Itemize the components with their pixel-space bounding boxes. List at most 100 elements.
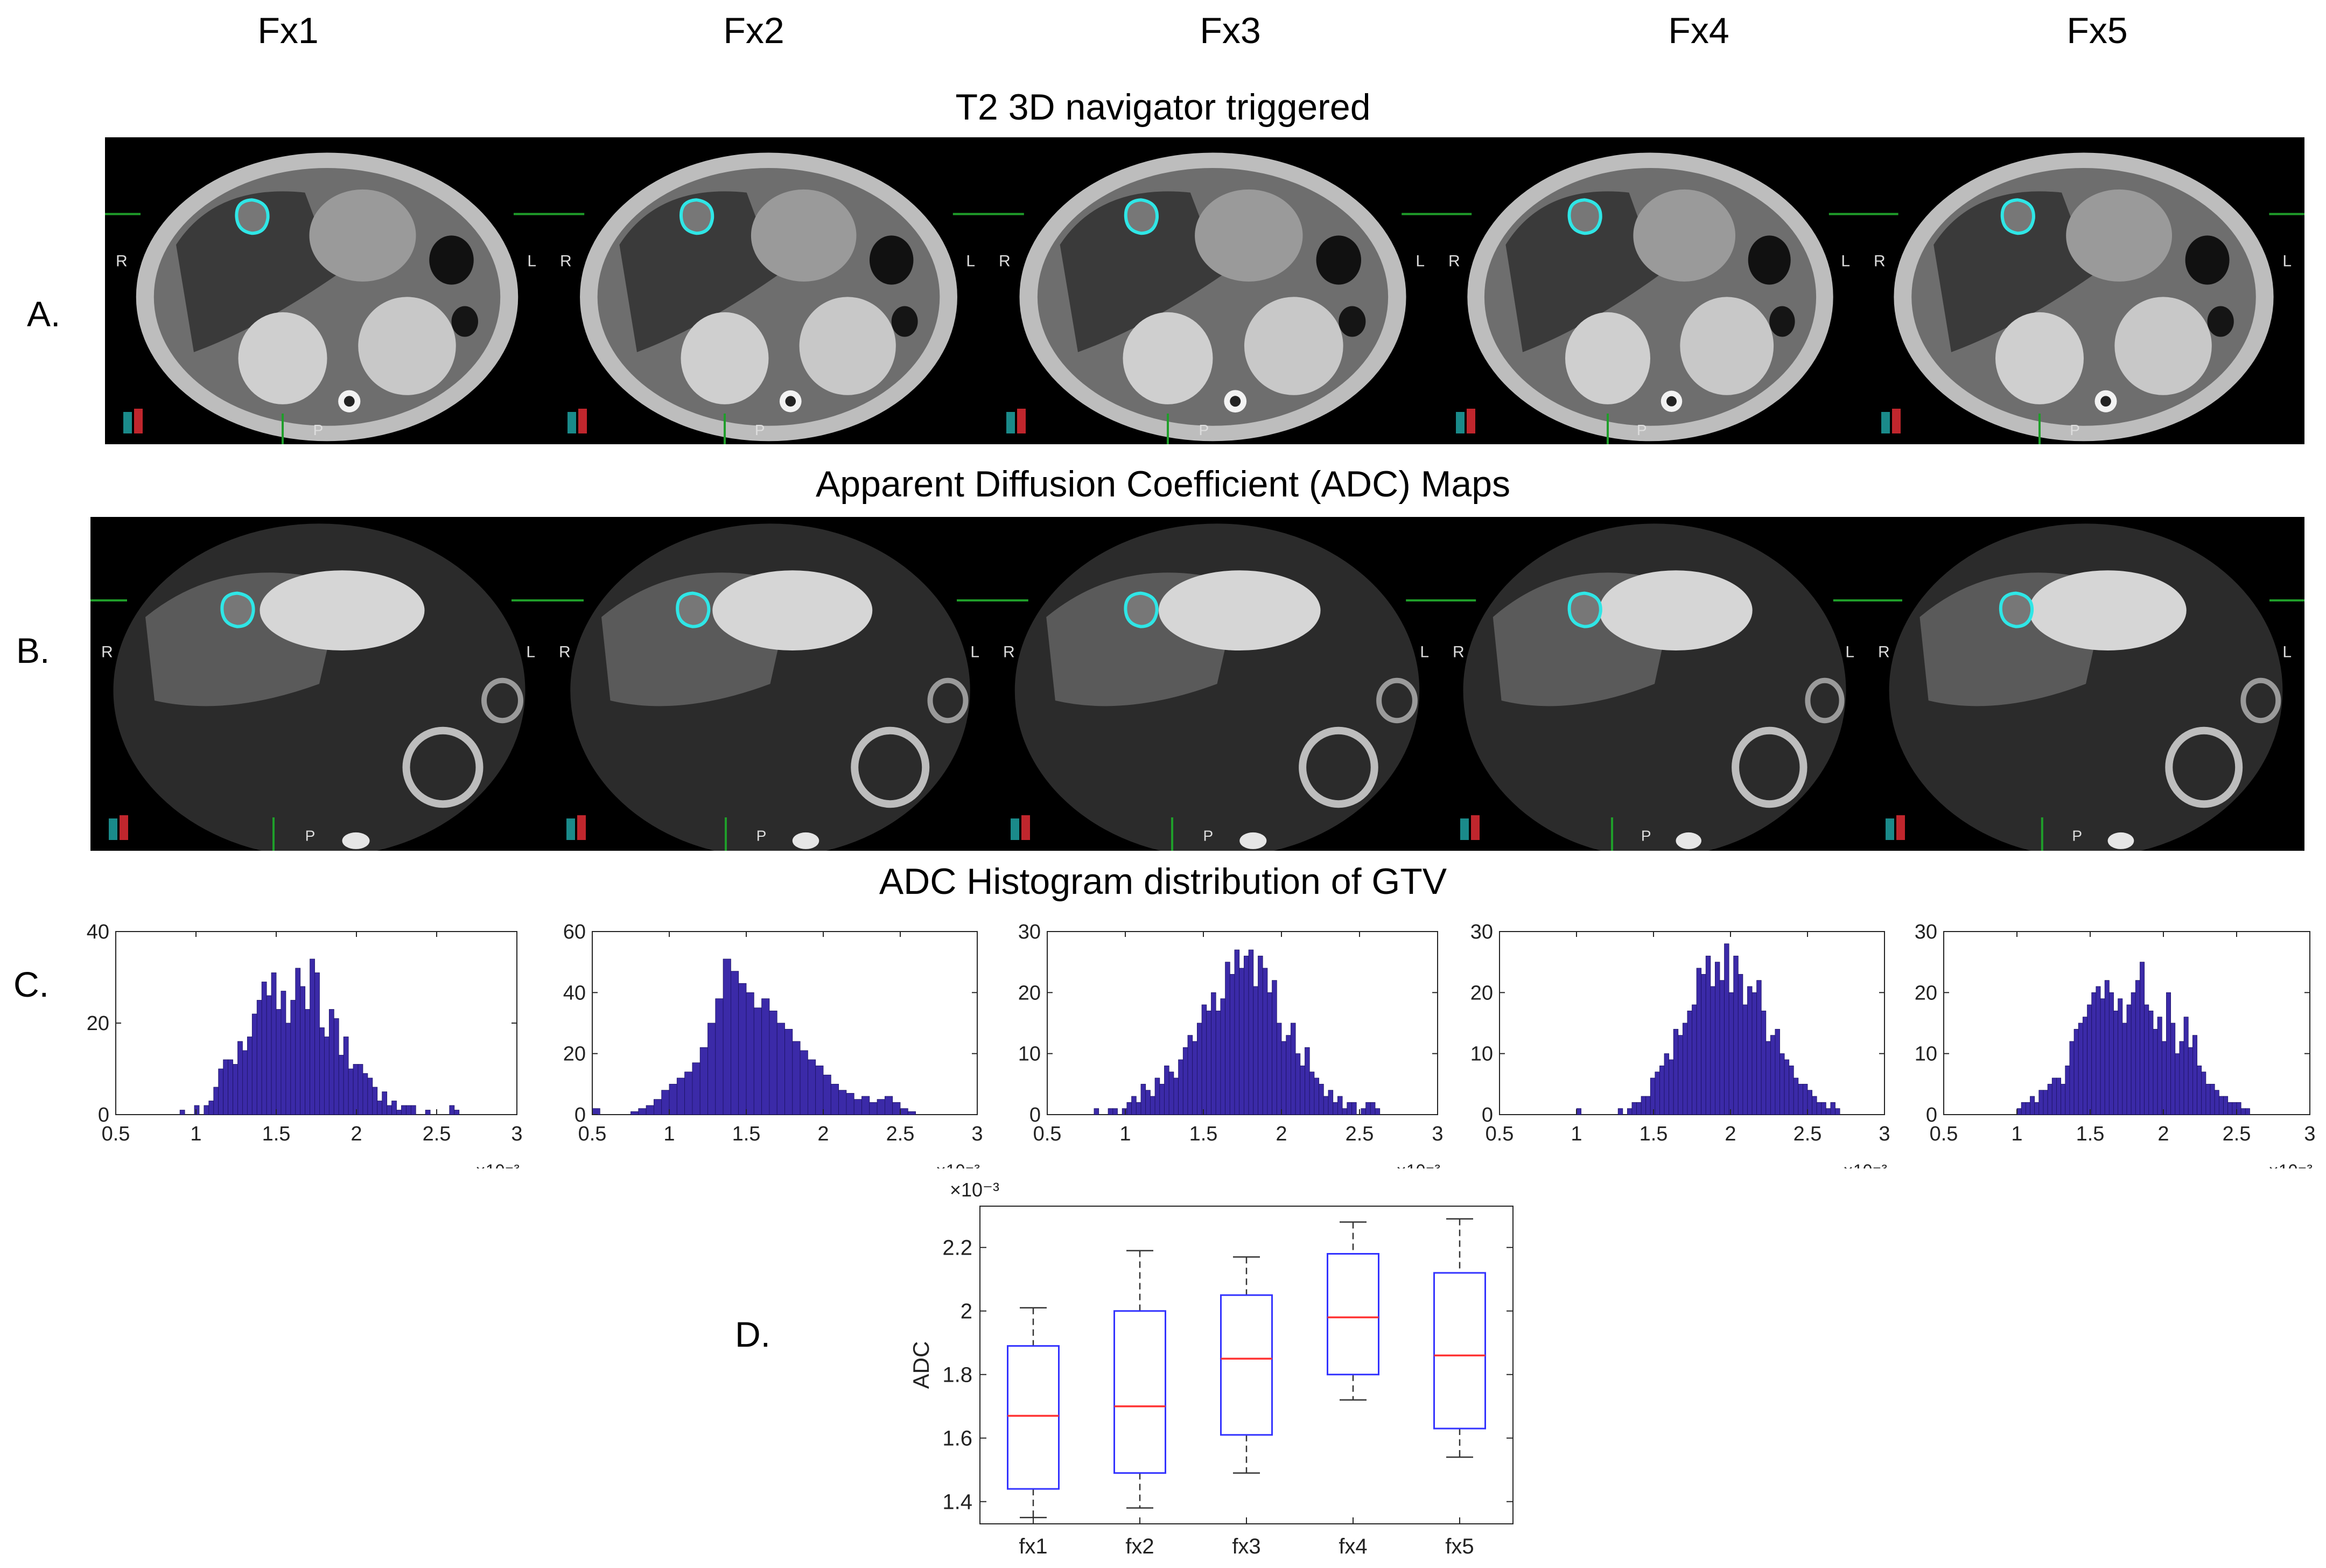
histogram-bar xyxy=(646,1105,654,1115)
histogram-bar xyxy=(1281,1041,1287,1115)
orientation-figure-icon xyxy=(1456,409,1475,433)
histogram-bar xyxy=(1807,1090,1812,1115)
y-tick-label: 30 xyxy=(1470,921,1493,943)
histogram-bar xyxy=(2065,1065,2070,1115)
histogram-bar xyxy=(1784,1059,1790,1115)
orientation-posterior-label: P xyxy=(1641,827,1651,844)
t2-image-fx4: R L P xyxy=(1438,137,1863,444)
histogram-bar xyxy=(362,1073,368,1115)
histogram-bar xyxy=(1631,1102,1637,1115)
y-axis-label: ADC xyxy=(908,1341,934,1389)
histogram-bar xyxy=(707,1023,716,1115)
histogram-bar xyxy=(2192,1035,2197,1115)
histogram-bar xyxy=(285,1023,291,1115)
histogram-bar xyxy=(2061,1083,2066,1115)
histogram-bar xyxy=(892,1102,901,1115)
histogram-bar xyxy=(1816,1102,1822,1115)
histogram-bar xyxy=(2038,1090,2044,1115)
x-tick-label: 1 xyxy=(2011,1123,2022,1145)
x-tick-label: 1.5 xyxy=(2076,1123,2105,1145)
histogram-bar xyxy=(761,998,770,1115)
histogram-bar xyxy=(1361,1108,1367,1115)
histogram-bar xyxy=(2051,1077,2057,1115)
histogram-bar xyxy=(358,1064,363,1115)
y-tick-label: 20 xyxy=(1470,982,1493,1004)
histogram-bar xyxy=(2122,1023,2127,1115)
histogram-bar xyxy=(2030,1096,2035,1115)
histogram-bar xyxy=(1108,1108,1113,1115)
orientation-left-label: L xyxy=(1845,643,1854,661)
histogram-bar xyxy=(1705,955,1711,1115)
histogram-bar xyxy=(2170,1023,2176,1115)
histogram-bar xyxy=(853,1099,862,1115)
histogram-bar xyxy=(776,1023,785,1115)
y-tick-label: 20 xyxy=(563,1043,586,1066)
y-tick-label: 1.6 xyxy=(942,1427,972,1451)
histogram-bar xyxy=(1131,1096,1137,1115)
x-tick-label: 3 xyxy=(971,1123,983,1145)
x-exponent-label: ×10⁻³ xyxy=(475,1161,520,1168)
histogram-bar xyxy=(1300,1065,1305,1115)
histogram-bar xyxy=(592,1108,600,1115)
histogram-bar xyxy=(2201,1072,2206,1115)
x-tick-label: fx1 xyxy=(1019,1535,1047,1558)
orientation-left-label: L xyxy=(2282,252,2292,270)
orientation-posterior-label: P xyxy=(2070,422,2080,438)
histogram-bar xyxy=(1765,1041,1771,1115)
histogram-bar xyxy=(1243,955,1249,1115)
x-tick-label: 2.5 xyxy=(423,1123,451,1145)
orientation-right-label: R xyxy=(1003,643,1015,661)
x-tick-label: 2 xyxy=(2157,1123,2169,1145)
t2-image-fx5: R L P xyxy=(1863,137,2304,444)
histogram-bar xyxy=(228,1059,233,1115)
y-tick-label: 40 xyxy=(87,921,109,943)
histogram-bar xyxy=(1342,1108,1348,1115)
y-tick-label: 10 xyxy=(1915,1043,1937,1066)
histogram-bar xyxy=(2069,1041,2075,1115)
adc-map-fx5: R L P xyxy=(1867,517,2304,851)
x-tick-label: 0.5 xyxy=(1930,1123,1958,1145)
y-tick-label: 30 xyxy=(1915,921,1937,943)
histogram-bar xyxy=(1617,1108,1623,1115)
histogram-bar xyxy=(1821,1102,1826,1115)
histogram-bar xyxy=(338,1055,344,1115)
orientation-right-label: R xyxy=(559,643,571,661)
histogram-bar xyxy=(1779,1053,1785,1115)
y-tick-label: 0 xyxy=(1029,1104,1041,1126)
y-tick-label: 2 xyxy=(961,1300,972,1324)
histogram-bar xyxy=(208,1101,214,1115)
histogram-bar xyxy=(1761,1010,1767,1115)
histogram-bar xyxy=(753,1007,762,1115)
histogram-bar xyxy=(1375,1108,1381,1115)
gtv-contour xyxy=(676,591,711,628)
histogram-bar xyxy=(2245,1108,2250,1115)
histogram-bar xyxy=(784,1028,793,1115)
histogram-bar xyxy=(353,1064,359,1115)
histogram-bar xyxy=(2153,1028,2158,1115)
orientation-left-label: L xyxy=(970,643,979,661)
column-label-fx5: Fx5 xyxy=(2066,10,2128,51)
histogram-bar xyxy=(1636,1102,1642,1115)
y-exponent-label: ×10⁻³ xyxy=(950,1179,999,1201)
column-label-fx3: Fx3 xyxy=(1200,10,1261,51)
x-tick-label: 2 xyxy=(351,1123,362,1145)
orientation-right-label: R xyxy=(1878,643,1890,661)
histogram-bar xyxy=(684,1072,693,1115)
histogram-bar xyxy=(846,1093,854,1115)
box-fx3 xyxy=(1220,1256,1273,1474)
histogram-bar xyxy=(1239,968,1244,1115)
x-tick-label: 1.5 xyxy=(732,1123,761,1145)
x-tick-label: 1.5 xyxy=(1640,1123,1668,1145)
histogram-bar xyxy=(1347,1102,1352,1115)
histogram-bar xyxy=(877,1099,885,1115)
histogram-bar xyxy=(800,1050,808,1115)
orientation-posterior-label: P xyxy=(305,827,316,844)
histogram-bar xyxy=(2140,962,2145,1115)
orientation-left-label: L xyxy=(2282,643,2292,661)
x-tick-label: 0.5 xyxy=(102,1123,130,1145)
orientation-posterior-label: P xyxy=(2072,827,2082,844)
t2-image-fx2: R L P xyxy=(549,137,988,444)
adc-map-fx2: R L P xyxy=(548,517,992,851)
histogram-bar xyxy=(630,1111,639,1115)
histogram-bar xyxy=(699,1047,708,1115)
